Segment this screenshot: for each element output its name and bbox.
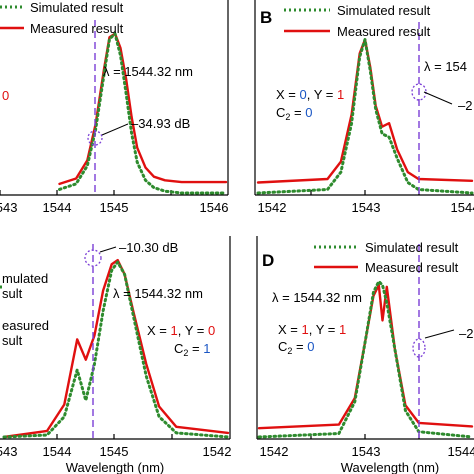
panel-b-db-label: –2 [458,98,472,113]
panel-c: –10.30 dB mulated sult easured sult λ = … [0,236,231,474]
tick-label: 1542 [260,444,289,459]
panel-b-tick-labels: 1542 1543 1544 [258,200,474,215]
panel-b-db-pointer [423,91,453,105]
panel-c-axes [0,236,231,440]
panel-d-xy-label: X = 1, Y = 1 [278,322,346,337]
panel-a-db-pointer [101,123,129,136]
panel-b-label: B [260,8,272,27]
panel-d-lambda-label: λ = 1544.32 nm [272,290,362,305]
panel-d-marker-circle [412,338,426,358]
panel-a-legend-meas-label: Measured result [30,21,124,36]
panel-a-marker-circle [87,130,103,146]
panel-d-xlabel: Wavelength (nm) [341,460,440,474]
panel-d-legend-meas-label: Measured result [365,260,459,275]
panel-a-legend-sim-label: Simulated result [30,0,124,15]
panel-c-legend-sim-a: mulated [2,271,48,286]
panel-c-marker-circle [84,249,102,267]
panel-c-db-pointer [99,246,117,253]
panel-a-lambda-label: λ = 1544.32 nm [103,64,193,79]
tick-label: 1546 [200,200,229,215]
tick-label: 1543 [352,200,381,215]
simulated-series-line [256,38,474,195]
panel-c-c2-label: C2 = 1 [174,341,210,358]
tick-label: 1544 [448,444,474,459]
tick-label: 1545 [100,200,129,215]
panel-d-legend-sim-label: Simulated result [365,240,459,255]
panel-b-c2-label: C2 = 0 [276,105,312,122]
panel-b-lambda-label: λ = 154 [424,59,467,74]
panel-d-db-label: –2 [459,326,473,341]
tick-label: 1543 [0,200,17,215]
panel-c-tick-labels: 1543 1544 1545 1542 [0,444,231,459]
panel-a-db-label: –34.93 dB [131,116,190,131]
panel-b-legend-meas-label: Measured result [337,24,431,39]
panel-b-marker-circle [411,83,427,101]
tick-label: 1544 [43,444,72,459]
panel-d-c2-label: C2 = 0 [278,339,314,356]
panel-c-lambda-label: λ = 1544.32 nm [113,286,203,301]
panel-d-tick-labels: 1542 1543 1544 [260,444,474,459]
panel-c-xlabel: Wavelength (nm) [66,460,165,474]
panel-d: D Simulated result Measured result λ = 1… [256,236,474,474]
measured-series-line [58,32,228,186]
panel-c-db-label: –10.30 dB [119,240,178,255]
measured-series-line [2,258,230,439]
panel-c-xy-label: X = 1, Y = 0 [147,323,215,338]
panel-d-label: D [262,251,274,270]
panel-a: Simulated result Measured result λ = 154… [0,0,229,215]
measured-series-line [257,283,474,430]
panel-b-legend-sim-label: Simulated result [337,3,431,18]
panel-a-y-value: 0 [2,88,9,103]
panel-c-legend-meas-b: sult [2,333,23,348]
panel-a-tick-labels: 1543 1544 1545 1546 [0,200,228,215]
panel-c-legend-sim-b: sult [2,286,23,301]
panel-b: B Simulated result Measured result λ = 1… [254,0,474,215]
tick-label: 1545 [100,444,129,459]
simulated-series-line [58,32,228,195]
tick-label: 1544 [451,200,474,215]
tick-label: 1544 [43,200,72,215]
simulated-series-line [2,260,230,439]
tick-label: 1543 [0,444,17,459]
panel-b-xy-label: X = 0, Y = 1 [276,87,344,102]
panel-d-db-pointer [424,329,455,339]
tick-label: 1543 [352,444,381,459]
panel-c-legend-meas-a: easured [2,318,49,333]
tick-label: 1542 [203,444,232,459]
tick-label: 1542 [258,200,287,215]
simulated-series-line [257,280,474,439]
